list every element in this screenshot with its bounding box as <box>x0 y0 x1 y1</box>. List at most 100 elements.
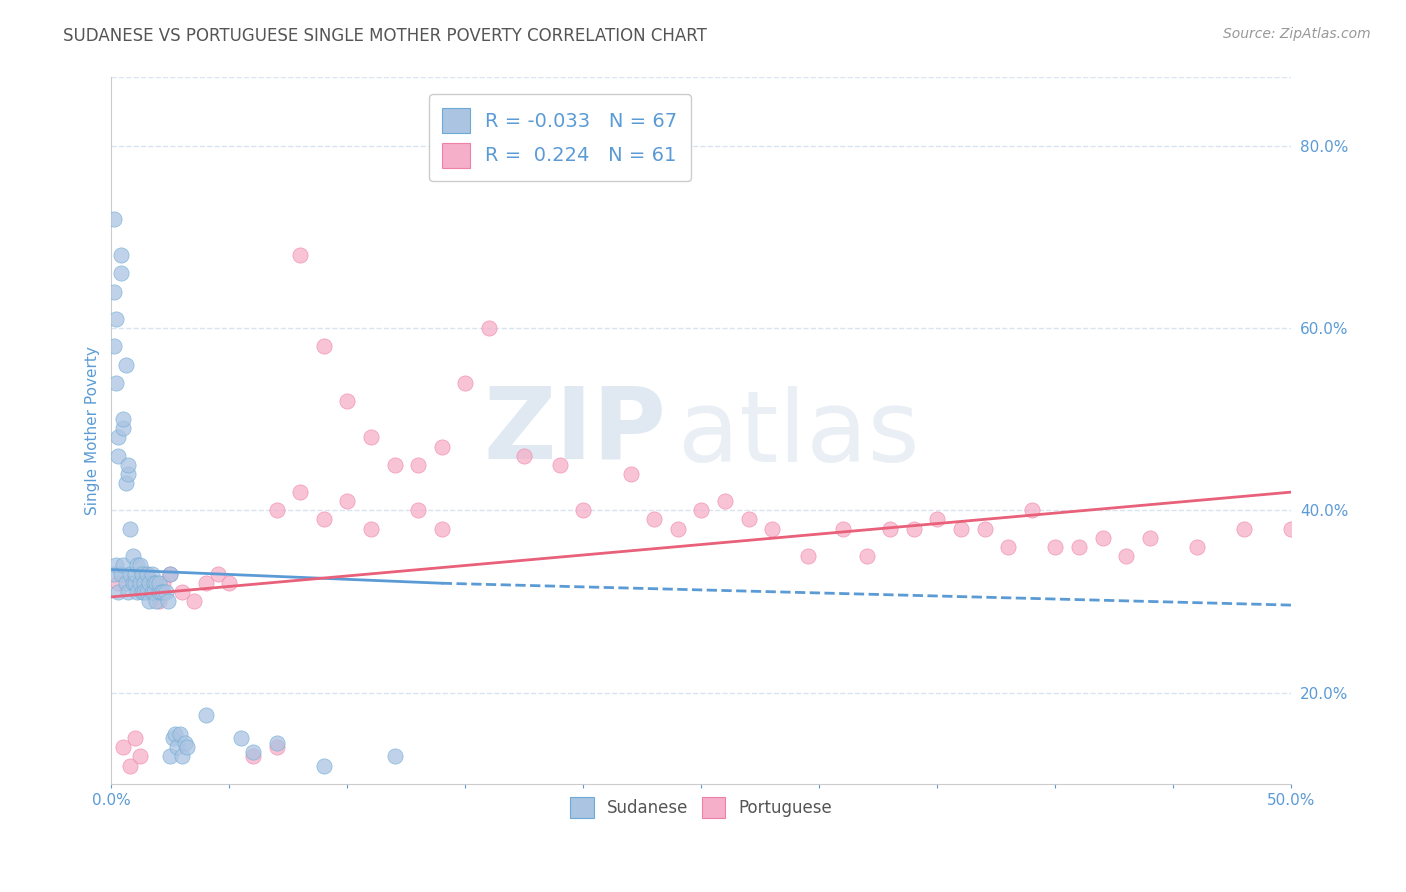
Point <box>714 494 737 508</box>
Point <box>142 585 165 599</box>
Point <box>1279 522 1302 536</box>
Point <box>430 522 453 536</box>
Point <box>973 522 995 536</box>
Point <box>134 576 156 591</box>
Point <box>194 576 217 591</box>
Point <box>454 376 477 390</box>
Point <box>690 503 713 517</box>
Point <box>242 745 264 759</box>
Point <box>152 585 174 599</box>
Text: SUDANESE VS PORTUGUESE SINGLE MOTHER POVERTY CORRELATION CHART: SUDANESE VS PORTUGUESE SINGLE MOTHER POV… <box>63 27 707 45</box>
Point <box>128 749 150 764</box>
Point <box>513 449 536 463</box>
Point <box>131 567 153 582</box>
Point <box>124 731 146 746</box>
Point <box>643 512 665 526</box>
Text: Source: ZipAtlas.com: Source: ZipAtlas.com <box>1223 27 1371 41</box>
Point <box>290 485 312 500</box>
Point <box>148 576 170 591</box>
Point <box>117 585 139 599</box>
Legend: Sudanese, Portuguese: Sudanese, Portuguese <box>564 790 839 825</box>
Point <box>1233 522 1256 536</box>
Point <box>336 394 359 409</box>
Point <box>173 736 195 750</box>
Point <box>117 467 139 481</box>
Point <box>194 708 217 723</box>
Text: atlas: atlas <box>678 385 920 483</box>
Point <box>159 749 181 764</box>
Point <box>384 749 406 764</box>
Point <box>112 412 135 426</box>
Point <box>120 567 142 582</box>
Point <box>1045 540 1067 554</box>
Point <box>430 440 453 454</box>
Point <box>149 585 172 599</box>
Point <box>114 475 136 490</box>
Point <box>112 558 135 572</box>
Point <box>112 421 135 435</box>
Point <box>145 594 167 608</box>
Point <box>666 522 689 536</box>
Point <box>242 749 264 764</box>
Point <box>103 567 125 582</box>
Point <box>903 522 925 536</box>
Point <box>127 585 149 599</box>
Point <box>142 576 165 591</box>
Text: ZIP: ZIP <box>484 382 666 479</box>
Point <box>138 576 160 591</box>
Point <box>159 567 181 582</box>
Point <box>406 503 429 517</box>
Point <box>1139 531 1161 545</box>
Point <box>172 749 194 764</box>
Point <box>124 567 146 582</box>
Point <box>107 585 129 599</box>
Point <box>131 585 153 599</box>
Point <box>1115 549 1137 563</box>
Point <box>114 358 136 372</box>
Point <box>360 522 382 536</box>
Point <box>172 585 194 599</box>
Point <box>572 503 595 517</box>
Point <box>128 576 150 591</box>
Point <box>141 567 163 582</box>
Point <box>103 211 125 226</box>
Point <box>110 266 132 280</box>
Point <box>384 458 406 472</box>
Point <box>145 576 167 591</box>
Point <box>110 248 132 262</box>
Point <box>107 576 129 591</box>
Point <box>166 740 188 755</box>
Point <box>134 585 156 599</box>
Point <box>183 594 205 608</box>
Point <box>478 321 501 335</box>
Point <box>737 512 759 526</box>
Point <box>1091 531 1114 545</box>
Point <box>231 731 253 746</box>
Point <box>159 567 181 582</box>
Point <box>548 458 571 472</box>
Point <box>855 549 877 563</box>
Point <box>207 567 229 582</box>
Point <box>336 494 359 508</box>
Point <box>796 549 818 563</box>
Point <box>155 585 177 599</box>
Point <box>135 567 157 582</box>
Point <box>290 248 312 262</box>
Point <box>165 726 187 740</box>
Point <box>266 503 288 517</box>
Point <box>360 430 382 444</box>
Point <box>148 585 170 599</box>
Point <box>761 522 783 536</box>
Point <box>312 758 335 772</box>
Point <box>266 736 288 750</box>
Point <box>110 567 132 582</box>
Point <box>152 576 174 591</box>
Point <box>997 540 1019 554</box>
Point <box>1021 503 1043 517</box>
Point <box>128 558 150 572</box>
Point <box>162 731 184 746</box>
Point <box>107 449 129 463</box>
Point <box>103 339 125 353</box>
Point <box>121 549 143 563</box>
Point <box>218 576 240 591</box>
